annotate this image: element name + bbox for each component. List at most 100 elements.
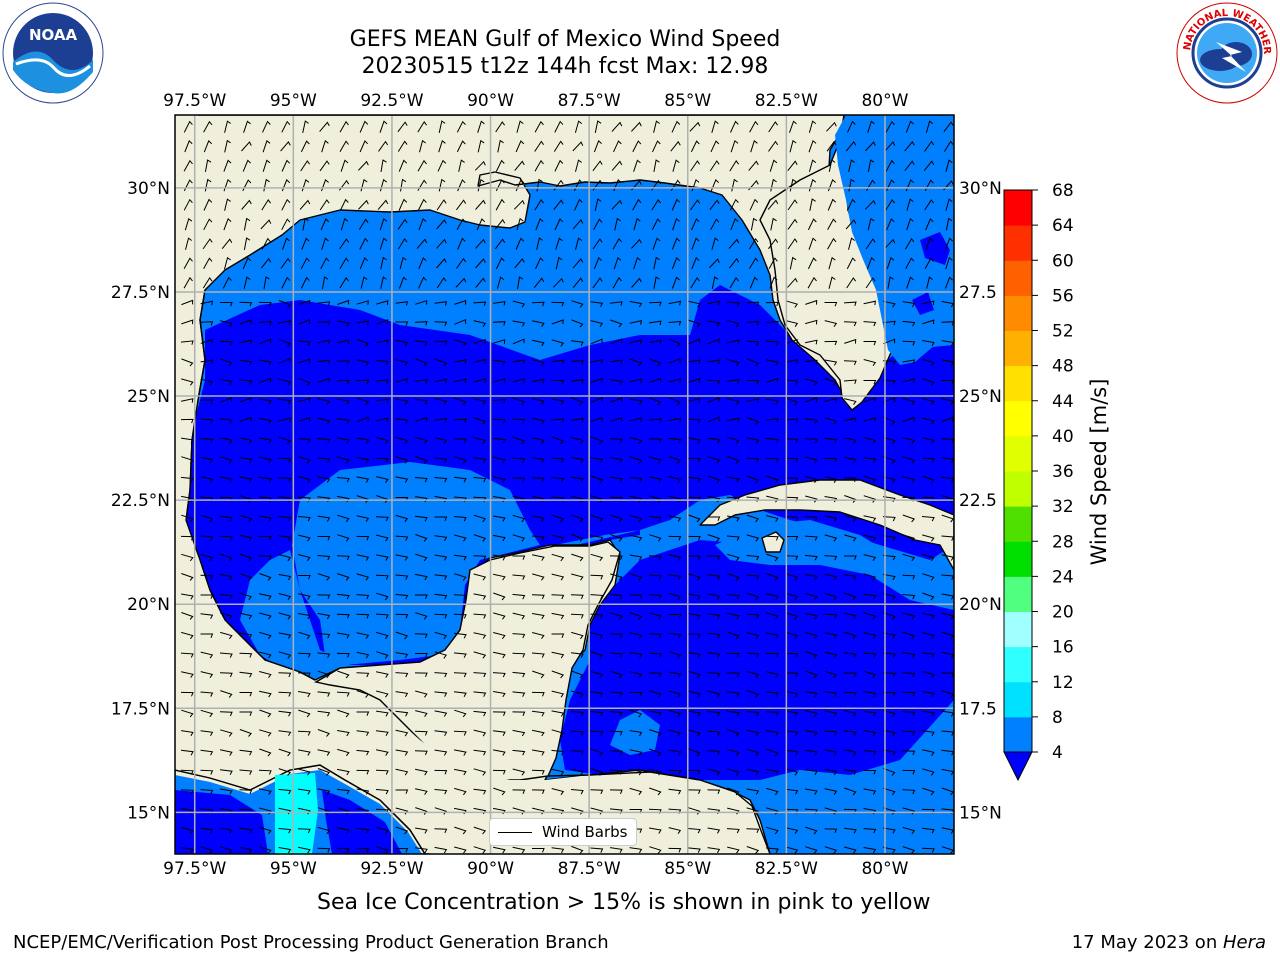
wind-barb-644 — [259, 437, 272, 444]
wind-barb-1204 — [259, 709, 272, 718]
wind-barb-633 — [824, 417, 838, 425]
wind-barb-1312 — [805, 749, 818, 756]
wind-barb-1117 — [902, 652, 916, 659]
wind-barb-1391 — [785, 788, 799, 795]
wind-barb-512 — [804, 359, 818, 365]
wind-barb-921 — [200, 574, 214, 580]
wind-barb-881 — [200, 554, 214, 562]
wind-barb-961 — [200, 594, 214, 599]
wind-barb-497 — [512, 359, 526, 365]
wind-barb-931 — [395, 574, 409, 580]
wind-barb-1321 — [200, 769, 214, 775]
wind-barb-1446 — [297, 828, 311, 834]
wind-barb-858 — [531, 535, 545, 541]
wind-barb-594 — [844, 398, 857, 405]
wind-barb-1229 — [746, 711, 760, 717]
wind-barb-1467 — [707, 827, 721, 834]
wind-barb-1002 — [220, 612, 233, 620]
wind-barb-183 — [632, 198, 642, 211]
wind-barb-1220 — [570, 711, 584, 717]
wind-barb-760 — [181, 495, 194, 503]
wind-barb-280 — [183, 257, 193, 270]
wind-barb-613 — [434, 417, 448, 423]
wind-barb-939 — [551, 573, 565, 581]
wind-barb-537 — [512, 378, 525, 383]
wind-barb-958 — [922, 573, 935, 581]
wind-barb-1272 — [805, 730, 818, 737]
wind-barb-72 — [808, 139, 817, 153]
colorbar-segment-0 — [1004, 716, 1032, 753]
wind-barb-1142 — [610, 670, 623, 679]
wind-barb-841 — [200, 535, 214, 541]
wind-barb-1093 — [434, 651, 448, 659]
wind-barb-1206 — [298, 709, 311, 718]
wind-barb-567 — [317, 398, 331, 405]
wind-barb-1061 — [590, 632, 604, 640]
wind-barb-1444 — [259, 826, 272, 835]
wind-barb-1103 — [629, 652, 643, 658]
wind-barb-1078 — [922, 632, 935, 640]
wind-barb-1334 — [454, 768, 467, 776]
wind-barb-427 — [707, 320, 721, 327]
wind-barb-1473 — [824, 828, 838, 833]
wind-barb-224 — [651, 218, 661, 231]
wind-barb-674 — [844, 437, 857, 444]
wind-barb-993 — [824, 592, 838, 601]
wind-barb-1037 — [902, 612, 916, 620]
wind-barb-977 — [512, 593, 526, 600]
wind-barb-455 — [473, 338, 486, 344]
wind-barb-246 — [301, 237, 310, 250]
wind-barb-69 — [750, 139, 758, 153]
wind-barb-666 — [688, 437, 701, 444]
wind-barb-1335 — [473, 768, 487, 776]
wind-barb-1070 — [765, 632, 779, 639]
lat-label-right-4: 20°N — [959, 595, 1002, 615]
wind-barb-471 — [785, 339, 798, 344]
wind-barb-44 — [262, 139, 271, 153]
wind-barb-600 — [180, 418, 194, 424]
wind-barb-1029 — [746, 613, 760, 619]
wind-barb-698 — [532, 457, 545, 464]
wind-barb-1169 — [356, 690, 370, 698]
wind-barb-536 — [493, 378, 506, 383]
lat-label-left-3: 22.5°N — [111, 491, 170, 511]
wind-barb-1478 — [921, 827, 935, 834]
colorbar-tick-label-12: 52 — [1052, 322, 1074, 342]
wind-barb-547 — [707, 379, 721, 385]
legend-line-swatch — [498, 831, 532, 833]
wind-barb-738 — [531, 477, 545, 482]
wind-barb-1056 — [493, 632, 506, 640]
wind-barb-995 — [863, 594, 877, 600]
wind-barb-1329 — [356, 769, 370, 775]
wind-barb-1102 — [609, 652, 623, 658]
wind-barb-410 — [376, 319, 389, 325]
wind-barb-662 — [609, 438, 623, 444]
wind-barb-208 — [340, 217, 349, 231]
wind-barb-898 — [532, 554, 545, 561]
wind-barb-461 — [590, 338, 603, 345]
wind-barb-909 — [746, 555, 760, 561]
wind-barb-1242 — [220, 729, 233, 737]
wind-barb-1046 — [298, 631, 311, 640]
wind-barb-104 — [653, 159, 660, 172]
wind-barb-1254 — [453, 730, 467, 736]
wind-barb-103 — [633, 159, 641, 172]
wind-barb-296 — [495, 257, 505, 270]
wind-barb-1512 — [805, 846, 818, 854]
wind-barb-569 — [356, 397, 370, 406]
wind-barb-1371 — [395, 789, 409, 794]
wind-barb-1017 — [512, 612, 526, 620]
wind-barb-1205 — [278, 710, 292, 717]
wind-barb-865 — [668, 535, 682, 541]
wind-barb-498 — [532, 359, 545, 366]
wind-barb-62 — [613, 140, 622, 153]
wind-barb-272 — [808, 237, 817, 250]
wind-barb-651 — [395, 436, 409, 445]
wind-barb-1 — [203, 120, 213, 133]
wind-barb-342 — [612, 276, 622, 289]
wind-barb-1166 — [298, 691, 311, 698]
wind-barb-1281 — [200, 749, 214, 756]
wind-barb-409 — [356, 320, 370, 326]
wind-barb-637 — [902, 416, 915, 422]
wind-barb-660 — [571, 437, 584, 444]
